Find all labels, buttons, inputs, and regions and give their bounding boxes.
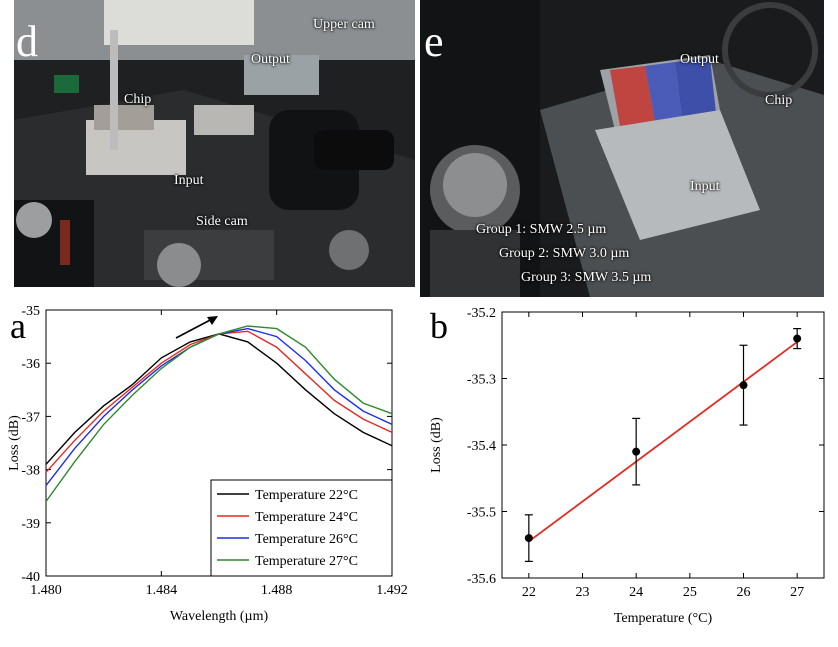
y-tick-label: -38 [21, 464, 40, 479]
red-band [610, 66, 655, 126]
series-line [45, 333, 393, 465]
chip-closeup-photo [420, 0, 824, 297]
chart-a: 1.480 1.484 1.488 1.492 -35 -36 -37 -38 -39 -40 Te… [0, 298, 420, 642]
data-point [793, 334, 802, 343]
legend-label: Temperature 26°C [255, 532, 358, 547]
y-tick-label: -35 [21, 304, 40, 319]
blue-band [645, 62, 682, 122]
y-tick-label: -35.3 [467, 373, 496, 388]
x-tick-label: 1.488 [261, 583, 293, 598]
y-tick-label: -37 [21, 410, 40, 425]
e-output-label: Output [680, 52, 719, 67]
panel-a-letter: a [10, 306, 26, 346]
y-tick-label: -36 [21, 357, 40, 372]
y-tick-label: -40 [21, 570, 40, 585]
data-point [524, 534, 533, 543]
x-tick-label: 1.484 [146, 583, 178, 598]
chart-a-svg: 1.480 1.484 1.488 1.492 -35 -36 -37 -38 -39 -40 Te… [7, 304, 408, 624]
e-chip-label: Chip [765, 93, 793, 108]
x-axis-label: Temperature (°C) [614, 611, 713, 626]
x-tick-label: 22 [522, 585, 536, 600]
plot-frame [501, 311, 825, 579]
y-tick-label: -35.6 [467, 572, 496, 587]
lab-setup-photo [14, 0, 415, 287]
y-axis-label: Loss (dB) [7, 415, 22, 471]
group3-label: Group 3: SMW 3.5 µm [521, 270, 652, 285]
panel-d-letter: d [16, 17, 38, 66]
side-cam-label: Side cam [196, 214, 248, 229]
output-label: Output [251, 52, 290, 67]
panel-e-photo [420, 0, 824, 297]
data-point [739, 381, 748, 390]
y-tick-label: -35.4 [467, 439, 496, 454]
x-tick-label: 1.480 [30, 583, 62, 598]
legend-label: Temperature 22°C [255, 488, 358, 503]
legend-label: Temperature 24°C [255, 510, 358, 525]
y-axis-label: Loss (dB) [429, 417, 444, 473]
x-tick-label: 25 [683, 585, 697, 600]
y-tick-label: -35.2 [467, 306, 496, 321]
legend-label: Temperature 27°C [255, 554, 358, 569]
y-tick-label: -35.5 [467, 506, 496, 521]
series-line [45, 330, 393, 473]
shift-arrow [175, 317, 215, 339]
x-tick-label: 24 [629, 585, 643, 600]
group1-label: Group 1: SMW 2.5 µm [476, 222, 607, 237]
fit-line [528, 341, 798, 543]
x-tick-label: 23 [576, 585, 590, 600]
group2-label: Group 2: SMW 3.0 µm [499, 246, 630, 261]
upper-cam-label: Upper cam [313, 17, 375, 32]
chip-label: Chip [124, 92, 152, 107]
x-axis-label: Wavelength (µm) [170, 609, 269, 624]
chart-b-svg: 22 23 24 25 26 27 -35.2 -35.3 -35.4 -35.5 -35.6 Tem… [429, 306, 825, 626]
x-tick-label: 1.492 [376, 583, 408, 598]
y-tick-label: -39 [21, 517, 40, 532]
chart-b: 22 23 24 25 26 27 -35.2 -35.3 -35.4 -35.5 -35.6 Tem… [420, 298, 838, 642]
data-point [632, 447, 641, 456]
panel-b-letter: b [430, 306, 448, 346]
e-input-label: Input [690, 179, 720, 194]
panel-e-letter: e [424, 17, 444, 66]
x-tick-label: 27 [790, 585, 804, 600]
x-tick-label: 26 [737, 585, 751, 600]
panel-d-photo [14, 0, 415, 287]
shift-arrow-head [207, 316, 218, 325]
series-line [45, 325, 393, 502]
input-label: Input [174, 173, 204, 188]
series-line [45, 327, 393, 487]
